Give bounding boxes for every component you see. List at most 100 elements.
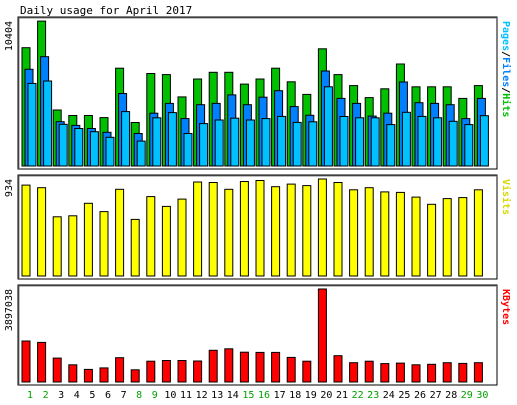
x-tick-label-1: 1 <box>27 390 33 401</box>
bar-kbytes-day-1 <box>21 340 31 383</box>
bar-pages-day-26 <box>417 115 427 167</box>
x-tick-label-8: 8 <box>136 390 142 401</box>
panel-visits: 934 Visits <box>4 174 512 280</box>
bar-visits-day-5 <box>83 202 93 277</box>
bar-visits-day-7 <box>115 188 125 277</box>
chart-title: Daily usage for April 2017 <box>20 4 192 17</box>
x-tick-label-11: 11 <box>180 390 192 401</box>
x-axis-labels: 1 2 3 4 5 6 7 8 9 10 11 12 13 14 15 16 17 18 19 20 21 22 23 24 2… <box>27 390 488 401</box>
bar-pages-day-27 <box>433 117 443 167</box>
bar-visits-day-3 <box>52 216 62 277</box>
x-tick-label-12: 12 <box>196 390 208 401</box>
bar-pages-day-9 <box>152 117 162 167</box>
bar-visits-day-21 <box>333 182 343 277</box>
bar-kbytes-day-12 <box>193 360 203 383</box>
bar-visits-day-27 <box>427 203 437 277</box>
panel-frame <box>17 174 498 280</box>
bar-visits-day-6 <box>99 211 109 277</box>
bar-pages-day-19 <box>308 121 318 167</box>
bar-pages-day-7 <box>121 111 131 167</box>
series-label-part: / <box>500 51 511 57</box>
bar-pages-day-18 <box>292 121 302 167</box>
y-max-label: 3897038 <box>4 289 15 331</box>
panel-usage: 10404 Pages/Files/Hits <box>4 16 512 170</box>
bar-kbytes-day-3 <box>52 357 62 383</box>
bar-visits-day-10 <box>161 205 171 277</box>
bar-kbytes-day-6 <box>99 367 109 383</box>
bar-visits-day-29 <box>458 197 468 277</box>
series-label-part: / <box>500 87 511 93</box>
bar-pages-day-15 <box>245 119 255 167</box>
x-tick-label-6: 6 <box>105 390 111 401</box>
bar-pages-day-1 <box>27 82 37 167</box>
panel-frame <box>17 284 498 386</box>
x-tick-label-21: 21 <box>336 390 348 401</box>
bar-kbytes-day-30 <box>473 362 483 383</box>
bar-kbytes-day-23 <box>364 360 374 383</box>
x-tick-label-23: 23 <box>367 390 379 401</box>
bar-pages-day-21 <box>339 116 349 167</box>
bar-kbytes-day-19 <box>302 360 312 383</box>
bar-kbytes-day-5 <box>83 368 93 383</box>
bar-visits-day-13 <box>208 182 218 277</box>
bar-pages-day-10 <box>167 112 177 167</box>
bar-visits-day-1 <box>21 184 31 277</box>
x-tick-label-13: 13 <box>211 390 223 401</box>
bar-visits-day-19 <box>302 185 312 277</box>
bar-pages-day-4 <box>74 128 84 167</box>
bar-kbytes-day-18 <box>286 356 296 383</box>
series-label-usage: Pages/Files/Hits <box>500 21 512 117</box>
series-label-part: Files <box>500 57 512 87</box>
x-tick-label-2: 2 <box>43 390 49 401</box>
y-max-label: 934 <box>4 179 15 197</box>
bar-kbytes-day-27 <box>427 363 437 383</box>
x-tick-label-7: 7 <box>121 390 127 401</box>
x-tick-label-18: 18 <box>289 390 301 401</box>
x-tick-label-16: 16 <box>258 390 270 401</box>
x-tick-label-9: 9 <box>152 390 158 401</box>
bar-kbytes-day-9 <box>146 360 156 383</box>
x-tick-label-19: 19 <box>305 390 317 401</box>
x-tick-label-27: 27 <box>430 390 442 401</box>
series-label-visits: Visits <box>500 179 512 215</box>
bar-visits-day-2 <box>37 187 47 277</box>
bar-pages-day-13 <box>214 119 224 167</box>
bar-pages-day-29 <box>464 124 474 167</box>
bar-pages-day-30 <box>479 115 489 167</box>
bar-visits-day-11 <box>177 198 187 277</box>
bar-pages-day-6 <box>105 136 115 167</box>
bar-kbytes-day-10 <box>161 360 171 383</box>
bar-kbytes-day-22 <box>349 362 359 383</box>
bar-kbytes-day-2 <box>37 341 47 383</box>
bar-visits-day-15 <box>239 181 249 277</box>
series-label-kbytes: KBytes <box>500 289 511 325</box>
bar-kbytes-day-7 <box>115 357 125 383</box>
bar-kbytes-day-24 <box>380 363 390 383</box>
bar-pages-day-2 <box>43 80 53 167</box>
bar-pages-day-20 <box>323 86 333 167</box>
bar-visits-day-4 <box>68 215 78 277</box>
bar-visits-day-20 <box>317 178 327 277</box>
bar-visits-day-18 <box>286 183 296 277</box>
series-label-part: KBytes <box>500 289 511 325</box>
series-label-part: Pages <box>500 21 511 51</box>
x-tick-label-3: 3 <box>58 390 64 401</box>
bar-pages-day-25 <box>401 111 411 167</box>
bar-visits-day-9 <box>146 196 156 277</box>
x-tick-label-29: 29 <box>461 390 473 401</box>
bar-pages-day-11 <box>183 133 193 167</box>
x-tick-label-15: 15 <box>242 390 254 401</box>
series-label-part: Hits <box>500 93 512 117</box>
bar-pages-day-16 <box>261 118 271 167</box>
bar-kbytes-day-17 <box>271 351 281 383</box>
x-tick-label-20: 20 <box>320 390 332 401</box>
bar-visits-day-23 <box>364 187 374 277</box>
bar-visits-day-14 <box>224 188 234 277</box>
x-tick-label-25: 25 <box>398 390 410 401</box>
bar-kbytes-day-4 <box>68 364 78 383</box>
y-max-label: 10404 <box>4 21 15 51</box>
bar-pages-day-8 <box>136 140 146 167</box>
bar-pages-day-23 <box>370 117 380 167</box>
bar-pages-day-14 <box>230 117 240 167</box>
